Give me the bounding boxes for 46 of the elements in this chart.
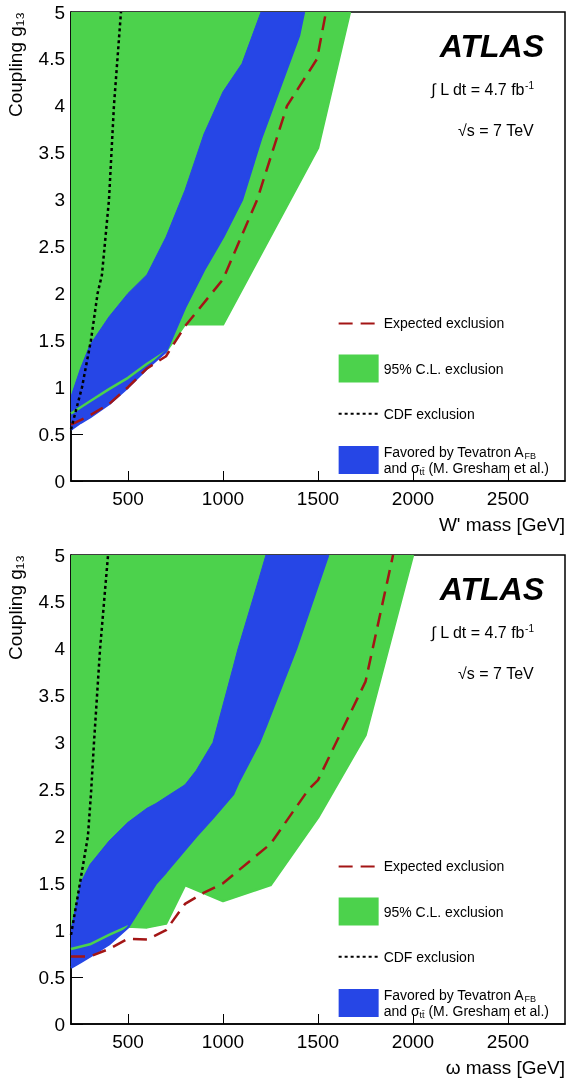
- annotation: √s = 7 TeV: [458, 121, 535, 139]
- y-tick-label: 5: [54, 1, 65, 23]
- x-tick-label: 1500: [296, 1031, 340, 1052]
- annotation: ATLAS: [438, 28, 545, 64]
- annotation: √s = 7 TeV: [458, 664, 535, 682]
- x-tick-label: 1500: [296, 488, 340, 509]
- x-tick-label: 500: [112, 1031, 144, 1052]
- x-axis-title: ω mass [GeV]: [445, 1057, 565, 1078]
- legend-label: 95% C.L. exclusion: [383, 360, 504, 377]
- y-tick-label: 4.5: [38, 48, 65, 70]
- x-tick-label: 500: [112, 488, 144, 509]
- annotation: ATLAS: [438, 571, 545, 607]
- y-tick-label: 2.5: [38, 236, 65, 257]
- y-tick-label: 3.5: [38, 142, 65, 164]
- y-tick-label: 1.5: [38, 872, 65, 894]
- x-tick-label: 1000: [201, 1031, 245, 1052]
- y-tick-label: 2.5: [38, 779, 65, 800]
- legend-label: Expected exclusion: [383, 858, 505, 875]
- y-tick-label: 4.5: [38, 591, 65, 613]
- y-tick-label: 4: [54, 95, 66, 117]
- x-tick-label: 2000: [391, 488, 435, 509]
- y-tick-label: 0.5: [38, 966, 65, 988]
- y-axis-title: Coupling g₁₃: [5, 555, 26, 660]
- y-tick-label: 4: [54, 638, 66, 660]
- y-tick-label: 5: [54, 544, 65, 566]
- x-tick-label: 1000: [201, 488, 245, 509]
- y-tick-label: 0: [54, 470, 65, 492]
- legend-label: 95% C.L. exclusion: [383, 903, 504, 920]
- y-tick-label: 2: [54, 825, 65, 847]
- y-tick-label: 3: [54, 732, 65, 754]
- x-axis-title: W' mass [GeV]: [438, 514, 565, 535]
- x-tick-label: 2500: [486, 488, 530, 509]
- x-tick-label: 2000: [391, 1031, 435, 1052]
- y-axis-title: Coupling g₁₃: [5, 12, 26, 117]
- y-tick-label: 1: [54, 376, 65, 398]
- y-tick-label: 0: [54, 1013, 65, 1035]
- legend-label: Expected exclusion: [383, 315, 505, 332]
- x-tick-label: 2500: [486, 1031, 530, 1052]
- y-tick-label: 2: [54, 282, 65, 304]
- y-tick-label: 1: [54, 919, 65, 941]
- y-tick-label: 3: [54, 189, 65, 211]
- y-tick-label: 0.5: [38, 423, 65, 445]
- legend-label: CDF exclusion: [383, 405, 475, 422]
- y-tick-label: 3.5: [38, 685, 65, 707]
- y-tick-label: 1.5: [38, 329, 65, 351]
- legend-label: CDF exclusion: [383, 948, 475, 965]
